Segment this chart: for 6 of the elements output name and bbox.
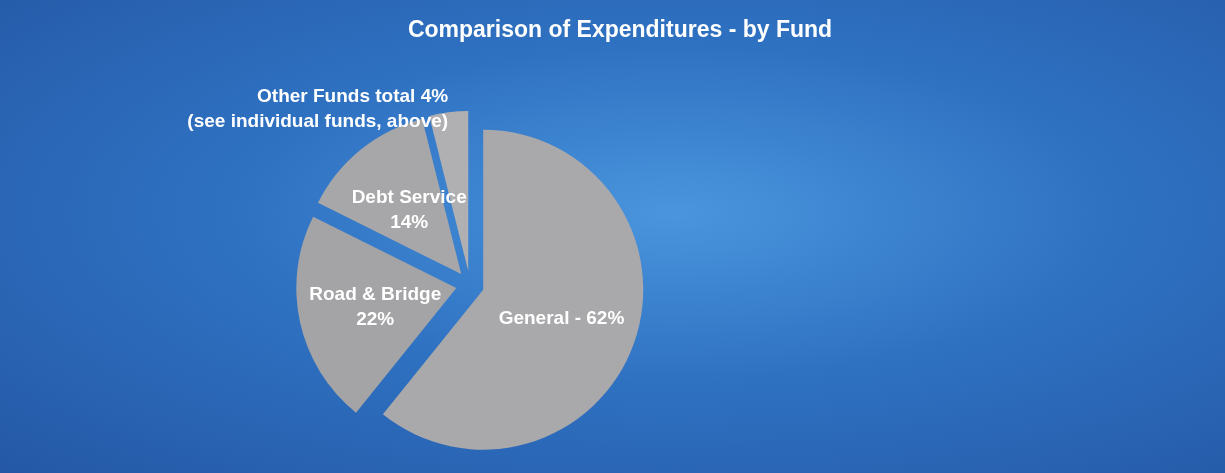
data-label: 14% xyxy=(390,211,429,233)
slice-label: General - 62% xyxy=(498,306,625,328)
data-label: 22% xyxy=(356,307,395,329)
slice-label: Road & Bridge xyxy=(309,282,442,304)
chart-title: Comparison of Expenditures - by Fund xyxy=(407,15,833,42)
slice-label: Other Funds total 4% xyxy=(257,85,449,107)
